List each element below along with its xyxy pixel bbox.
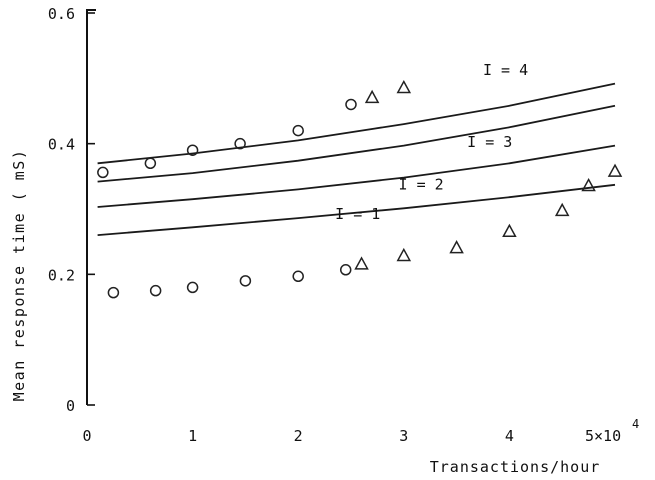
- triangle-data-point: [396, 247, 412, 262]
- curve-label: I = 2: [399, 175, 444, 193]
- triangle-data-point: [354, 256, 369, 270]
- model-curve: [97, 104, 616, 183]
- circle-data-point: [149, 284, 162, 297]
- triangle-data-point: [502, 223, 517, 238]
- circle-data-point: [292, 124, 304, 137]
- axes: 0 0.2 0.4 0.6 0 1 2 3 4: [48, 5, 514, 445]
- triangle-data-point: [581, 177, 596, 192]
- triangle-data-point: [396, 79, 412, 94]
- circle-data-point: [97, 166, 109, 179]
- y-axis-label: Mean response time ( mS): [10, 149, 28, 402]
- curve-label: I = 1: [335, 205, 380, 223]
- circle-data-point: [345, 98, 357, 111]
- y-tick-label: 0: [66, 397, 75, 415]
- x-tick-label: 2: [294, 427, 303, 445]
- x-tick-label: 0: [82, 427, 91, 445]
- circle-data-point: [339, 264, 352, 276]
- circle-data-point: [144, 157, 157, 170]
- circle-data-point: [239, 275, 252, 287]
- x-scale-label: 5×10: [585, 427, 621, 445]
- triangle-data-point: [607, 163, 623, 177]
- circle-data-point: [107, 286, 120, 299]
- model-curves: I = 1 I = 2 I = 3 I = 4: [97, 61, 616, 236]
- x-tick-label: 3: [399, 427, 408, 445]
- triangle-data-point: [449, 240, 464, 254]
- x-tick-label: 1: [188, 427, 197, 445]
- x-axis-label: Transactions/hour: [430, 458, 601, 476]
- model-curve: [97, 183, 616, 236]
- x-scale-exponent: 4: [632, 417, 639, 431]
- triangle-data-point: [364, 89, 380, 104]
- triangle-data-point: [554, 202, 570, 217]
- curve-label: I = 3: [467, 133, 512, 151]
- x-tick-label: 4: [505, 427, 514, 445]
- model-curve: [97, 144, 616, 208]
- y-tick-label: 0.6: [48, 5, 75, 23]
- measured-points: [97, 79, 623, 299]
- y-tick-label: 0.2: [48, 266, 75, 284]
- curve-label: I = 4: [483, 61, 528, 79]
- circle-data-point: [186, 281, 199, 294]
- circle-data-point: [234, 137, 246, 150]
- circle-data-point: [292, 270, 304, 283]
- y-tick-label: 0.4: [48, 136, 75, 154]
- circle-data-point: [186, 144, 199, 156]
- axis-labels: Mean response time ( mS) Transactions/ho…: [10, 149, 639, 476]
- model-curve: [97, 82, 616, 165]
